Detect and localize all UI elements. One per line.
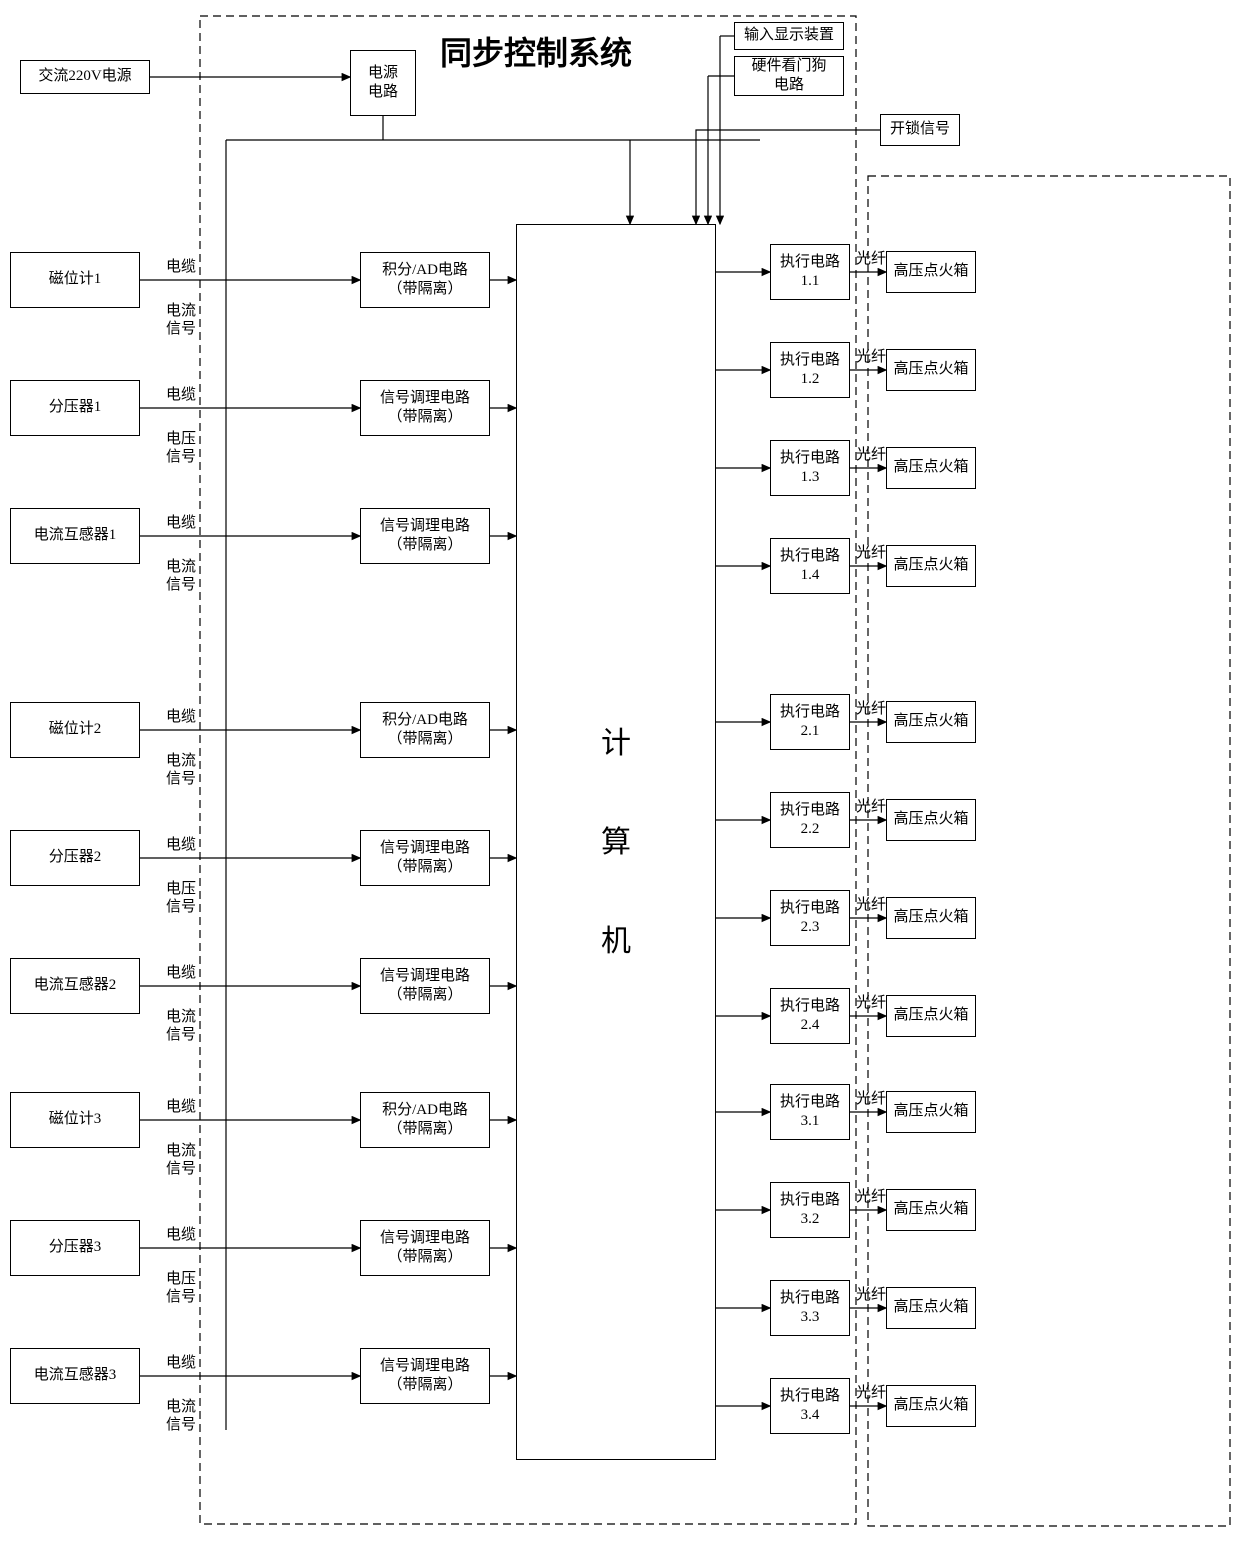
exec-1-1: 执行电路1.1 xyxy=(770,244,850,300)
exec-3-2: 执行电路3.2 xyxy=(770,1182,850,1238)
fiber-2-4: 光纤 xyxy=(856,994,886,1012)
ignition-2-3: 高压点火箱 xyxy=(886,897,976,939)
unlock-signal: 开锁信号 xyxy=(880,114,960,146)
ignition-1-4: 高压点火箱 xyxy=(886,545,976,587)
ignition-3-4: 高压点火箱 xyxy=(886,1385,976,1427)
exec-3-3: 执行电路3.3 xyxy=(770,1280,850,1336)
fiber-2-3: 光纤 xyxy=(856,896,886,914)
ignition-1-3: 高压点火箱 xyxy=(886,447,976,489)
ct-1: 电流互感器1 xyxy=(10,508,140,564)
ct-2: 电流互感器2 xyxy=(10,958,140,1014)
ignition-1-1: 高压点火箱 xyxy=(886,251,976,293)
fiber-1-2: 光纤 xyxy=(856,348,886,366)
exec-2-4: 执行电路2.4 xyxy=(770,988,850,1044)
magnetometer-1-cable-label: 电缆 xyxy=(166,258,196,276)
divider-1-cable-label: 电缆 xyxy=(166,386,196,404)
exec-3-1: 执行电路3.1 xyxy=(770,1084,850,1140)
ct-1-signal-label: 电流信号 xyxy=(166,558,196,594)
divider-3-cable-label: 电缆 xyxy=(166,1226,196,1244)
magnetometer-1: 磁位计1 xyxy=(10,252,140,308)
fiber-2-1: 光纤 xyxy=(856,700,886,718)
computer: 计算机 xyxy=(516,224,716,1460)
exec-1-2: 执行电路1.2 xyxy=(770,342,850,398)
divider-1-proc: 信号调理电路（带隔离） xyxy=(360,380,490,436)
magnetometer-1-proc: 积分/AD电路（带隔离） xyxy=(360,252,490,308)
divider-2: 分压器2 xyxy=(10,830,140,886)
ct-3-cable-label: 电缆 xyxy=(166,1354,196,1372)
ignition-2-2: 高压点火箱 xyxy=(886,799,976,841)
magnetometer-2-cable-label: 电缆 xyxy=(166,708,196,726)
ct-3-proc: 信号调理电路（带隔离） xyxy=(360,1348,490,1404)
fiber-3-2: 光纤 xyxy=(856,1188,886,1206)
magnetometer-2-signal-label: 电流信号 xyxy=(166,752,196,788)
divider-1: 分压器1 xyxy=(10,380,140,436)
magnetometer-2: 磁位计2 xyxy=(10,702,140,758)
hw-watchdog: 硬件看门狗电路 xyxy=(734,56,844,96)
ct-1-proc: 信号调理电路（带隔离） xyxy=(360,508,490,564)
ct-3: 电流互感器3 xyxy=(10,1348,140,1404)
fiber-3-4: 光纤 xyxy=(856,1384,886,1402)
power-circuit: 电源电路 xyxy=(350,50,416,116)
magnetometer-1-signal-label: 电流信号 xyxy=(166,302,196,338)
magnetometer-3: 磁位计3 xyxy=(10,1092,140,1148)
ignition-3-2: 高压点火箱 xyxy=(886,1189,976,1231)
exec-3-4: 执行电路3.4 xyxy=(770,1378,850,1434)
diagram-title: 同步控制系统 xyxy=(440,28,632,74)
ct-3-signal-label: 电流信号 xyxy=(166,1398,196,1434)
exec-2-3: 执行电路2.3 xyxy=(770,890,850,946)
divider-3: 分压器3 xyxy=(10,1220,140,1276)
ct-2-signal-label: 电流信号 xyxy=(166,1008,196,1044)
fiber-1-1: 光纤 xyxy=(856,250,886,268)
divider-2-cable-label: 电缆 xyxy=(166,836,196,854)
exec-1-3: 执行电路1.3 xyxy=(770,440,850,496)
divider-1-signal-label: 电压信号 xyxy=(166,430,196,466)
ignition-3-1: 高压点火箱 xyxy=(886,1091,976,1133)
divider-2-signal-label: 电压信号 xyxy=(166,880,196,916)
ignition-1-2: 高压点火箱 xyxy=(886,349,976,391)
diagram-canvas: 同步控制系统交流220V电源电源电路输入显示装置硬件看门狗电路开锁信号计算机磁位… xyxy=(0,0,1240,1546)
fiber-1-3: 光纤 xyxy=(856,446,886,464)
ct-2-cable-label: 电缆 xyxy=(166,964,196,982)
exec-1-4: 执行电路1.4 xyxy=(770,538,850,594)
magnetometer-2-proc: 积分/AD电路（带隔离） xyxy=(360,702,490,758)
exec-2-1: 执行电路2.1 xyxy=(770,694,850,750)
input-display: 输入显示装置 xyxy=(734,22,844,50)
ignition-3-3: 高压点火箱 xyxy=(886,1287,976,1329)
divider-3-proc: 信号调理电路（带隔离） xyxy=(360,1220,490,1276)
fiber-3-3: 光纤 xyxy=(856,1286,886,1304)
magnetometer-3-cable-label: 电缆 xyxy=(166,1098,196,1116)
divider-2-proc: 信号调理电路（带隔离） xyxy=(360,830,490,886)
ac-220v-source: 交流220V电源 xyxy=(20,60,150,94)
magnetometer-3-signal-label: 电流信号 xyxy=(166,1142,196,1178)
ct-2-proc: 信号调理电路（带隔离） xyxy=(360,958,490,1014)
divider-3-signal-label: 电压信号 xyxy=(166,1270,196,1306)
fiber-1-4: 光纤 xyxy=(856,544,886,562)
ignition-2-4: 高压点火箱 xyxy=(886,995,976,1037)
ct-1-cable-label: 电缆 xyxy=(166,514,196,532)
fiber-2-2: 光纤 xyxy=(856,798,886,816)
ignition-2-1: 高压点火箱 xyxy=(886,701,976,743)
fiber-3-1: 光纤 xyxy=(856,1090,886,1108)
exec-2-2: 执行电路2.2 xyxy=(770,792,850,848)
magnetometer-3-proc: 积分/AD电路（带隔离） xyxy=(360,1092,490,1148)
